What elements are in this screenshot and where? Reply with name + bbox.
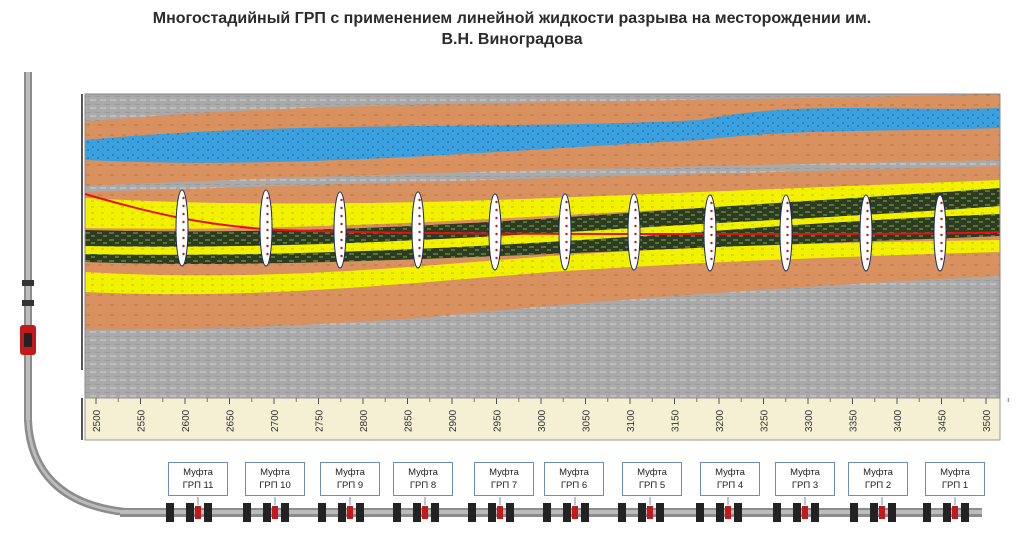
coupling-9 bbox=[773, 497, 819, 522]
coupling-stage: ГРП 4 bbox=[716, 480, 744, 491]
depth-tick-label: 2900 bbox=[448, 409, 459, 432]
coupling-5 bbox=[468, 497, 514, 522]
coupling-stage: ГРП 1 bbox=[941, 480, 969, 491]
depth-tick-label: 3450 bbox=[938, 409, 949, 432]
fracture-group bbox=[175, 189, 947, 272]
coupling-callout-5: Муфта ГРП 7 bbox=[474, 462, 534, 496]
depth-tick-label: 3150 bbox=[671, 409, 682, 432]
coupling-stage: ГРП 3 bbox=[791, 480, 819, 491]
coupling-callout-11: Муфта ГРП 1 bbox=[925, 462, 985, 496]
title-line-1: Многостадийный ГРП с применением линейно… bbox=[152, 10, 872, 27]
layer-sand-upper bbox=[85, 180, 1000, 229]
depth-tick-label: 3100 bbox=[626, 409, 637, 432]
coupling-7 bbox=[618, 497, 664, 522]
coupling-label: Муфта bbox=[335, 467, 365, 478]
title-line-2: В.Н. Виноградова bbox=[441, 31, 583, 48]
coupling-label: Муфта bbox=[790, 467, 820, 478]
depth-tick-label: 3200 bbox=[715, 409, 726, 432]
depth-tick-label: 2850 bbox=[404, 409, 415, 432]
coupling-stage: ГРП 11 bbox=[182, 480, 214, 491]
coupling-1 bbox=[166, 497, 212, 522]
coupling-stage: ГРП 6 bbox=[560, 480, 588, 491]
coupling-4 bbox=[393, 497, 439, 522]
layer-sand-lower bbox=[85, 240, 1000, 295]
layer-water bbox=[85, 108, 1000, 163]
coupling-label: Муфта bbox=[559, 467, 589, 478]
fracture-4 bbox=[411, 191, 425, 269]
coupling-stage: ГРП 5 bbox=[638, 480, 666, 491]
coupling-label: Муфта bbox=[637, 467, 667, 478]
depth-tick-label: 3500 bbox=[982, 409, 993, 432]
strata-panel bbox=[81, 93, 1001, 399]
coupling-callout-8: Муфта ГРП 4 bbox=[700, 462, 760, 496]
depth-tick-label: 2600 bbox=[181, 409, 192, 432]
coupling-callout-7: Муфта ГРП 5 bbox=[622, 462, 682, 496]
fracture-2 bbox=[259, 189, 273, 267]
fracture-11 bbox=[933, 194, 947, 272]
fracture-10 bbox=[859, 194, 873, 272]
depth-scale: 2500 2550 2600 2650 2700 2750 2800 2850 2900 2950… bbox=[81, 397, 1009, 441]
coupling-11 bbox=[923, 497, 969, 522]
fracture-5 bbox=[488, 193, 502, 271]
coupling-label: Муфта bbox=[863, 467, 893, 478]
horizontal-trajectory bbox=[84, 193, 1001, 235]
fracture-8 bbox=[703, 194, 717, 272]
coupling-callout-3: Муфта ГРП 9 bbox=[320, 462, 380, 496]
depth-tick-label: 3400 bbox=[893, 409, 904, 432]
coupling-callout-6: Муфта ГРП 6 bbox=[544, 462, 604, 496]
coupling-stage: ГРП 2 bbox=[864, 480, 892, 491]
coupling-stage: ГРП 8 bbox=[409, 480, 437, 491]
fracture-3 bbox=[333, 191, 347, 269]
depth-tick-label: 3250 bbox=[760, 409, 771, 432]
depth-tick-label: 2800 bbox=[359, 409, 370, 432]
fracture-7 bbox=[627, 193, 641, 271]
depth-tick-label: 2550 bbox=[137, 409, 148, 432]
completion-string bbox=[120, 497, 982, 522]
depth-tick-label: 3350 bbox=[849, 409, 860, 432]
diagram-title: Многостадийный ГРП с применением линейно… bbox=[0, 8, 1024, 50]
coupling-3 bbox=[318, 497, 364, 522]
depth-tick-label: 3000 bbox=[537, 409, 548, 432]
depth-tick-label: 3050 bbox=[582, 409, 593, 432]
coupling-stage: ГРП 7 bbox=[490, 480, 518, 491]
coupling-callout-4: Муфта ГРП 8 bbox=[393, 462, 453, 496]
coupling-callout-2: Муфта ГРП 10 bbox=[245, 462, 305, 496]
coupling-stage: ГРП 10 bbox=[259, 480, 291, 491]
fracture-9 bbox=[779, 194, 793, 272]
coupling-callout-1: Муфта ГРП 11 bbox=[168, 462, 228, 496]
depth-tick-label: 2700 bbox=[270, 409, 281, 432]
coupling-label: Муфта bbox=[183, 467, 213, 478]
depth-tick-label: 2650 bbox=[226, 409, 237, 432]
fracture-6 bbox=[558, 193, 572, 271]
depth-tick-label: 2750 bbox=[315, 409, 326, 432]
coupling-label: Муфта bbox=[260, 467, 290, 478]
coupling-label: Муфта bbox=[408, 467, 438, 478]
coupling-callout-9: Муфта ГРП 3 bbox=[775, 462, 835, 496]
coupling-label: Муфта bbox=[715, 467, 745, 478]
coupling-label: Муфта bbox=[940, 467, 970, 478]
coupling-stage: ГРП 9 bbox=[336, 480, 364, 491]
fracture-1 bbox=[175, 189, 189, 267]
vertical-wellbore bbox=[20, 72, 36, 422]
coupling-10 bbox=[850, 497, 896, 522]
coupling-callout-10: Муфта ГРП 2 bbox=[848, 462, 908, 496]
depth-tick-label: 3300 bbox=[804, 409, 815, 432]
depth-tick-label: 2950 bbox=[493, 409, 504, 432]
coupling-label: Муфта bbox=[489, 467, 519, 478]
coupling-2 bbox=[243, 497, 289, 522]
coupling-6 bbox=[543, 497, 589, 522]
depth-tick-label: 2500 bbox=[92, 409, 103, 432]
coupling-8 bbox=[696, 497, 742, 522]
